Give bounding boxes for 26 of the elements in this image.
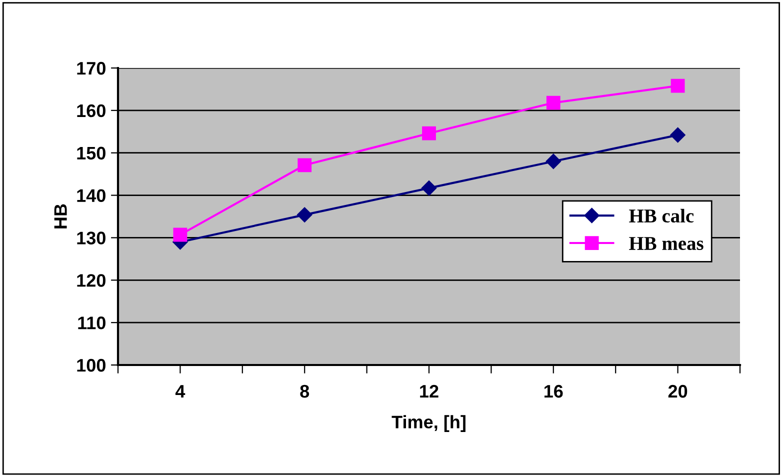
- y-tick-label: 160: [77, 104, 106, 118]
- point: [298, 158, 312, 172]
- y-tick-label: 120: [77, 274, 106, 287]
- legend-label: HB meas: [629, 237, 704, 250]
- x-axis-title: Time, [h]: [392, 415, 466, 432]
- y-tick-label: 140: [77, 189, 106, 202]
- x-tick-label: 8: [300, 384, 310, 398]
- y-axis-title: HB: [54, 204, 67, 228]
- point: [670, 127, 686, 143]
- point: [422, 126, 436, 140]
- legend-label: HB calc: [629, 208, 694, 223]
- x-tick-label: 16: [544, 384, 563, 398]
- y-tick-label: 110: [78, 316, 106, 330]
- x-tick-label: 4: [175, 385, 186, 398]
- x-tick-label: 12: [420, 384, 438, 398]
- y-tick-label: 150: [77, 146, 106, 160]
- y-tick-label: 100: [77, 358, 106, 372]
- point: [173, 228, 188, 242]
- point: [546, 154, 561, 169]
- point: [421, 180, 437, 196]
- x-tick-label: 20: [668, 384, 688, 398]
- point: [297, 207, 312, 222]
- y-tick-label: 130: [77, 232, 106, 244]
- y-tick-label: 170: [77, 62, 106, 75]
- point: [546, 96, 560, 110]
- point: [670, 78, 685, 93]
